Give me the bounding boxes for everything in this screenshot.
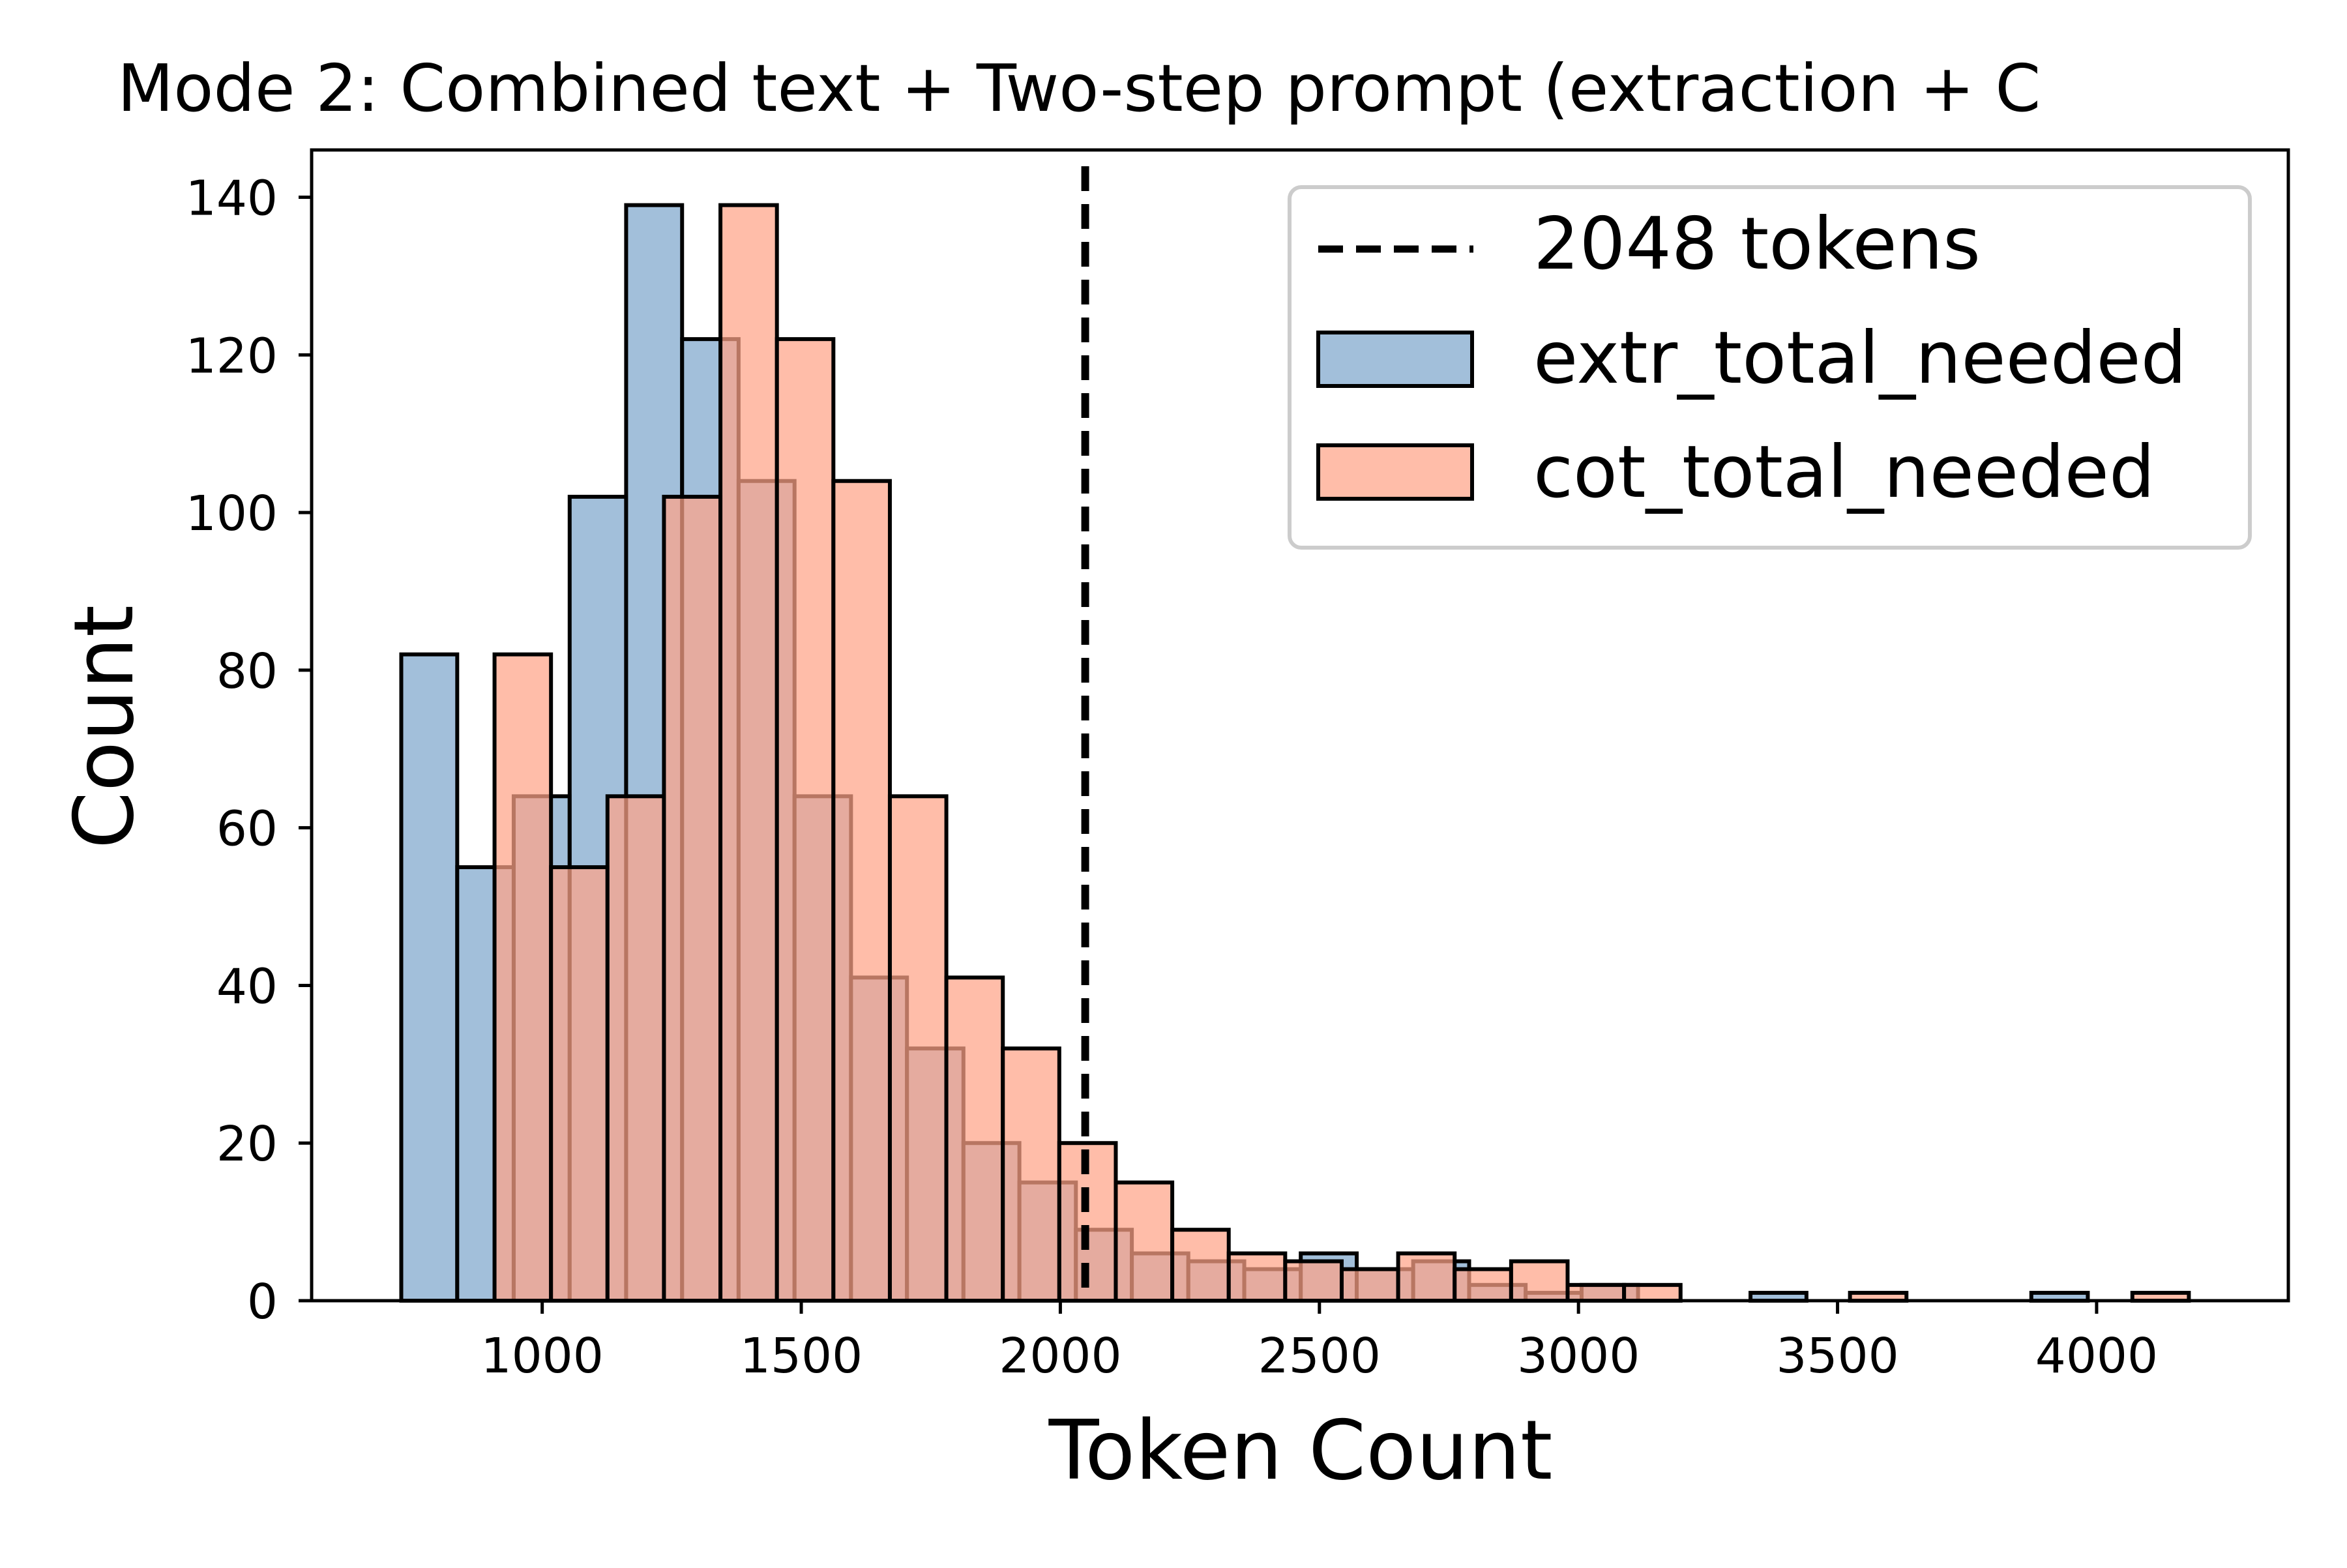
- x-tick-label-1500: 1500: [740, 1328, 863, 1384]
- bar-cot-total-needed-3: [662, 494, 723, 1303]
- x-tick-label-1000: 1000: [481, 1328, 604, 1384]
- y-tick-label-120: 120: [186, 328, 278, 384]
- x-axis-label: Token Count: [1048, 1402, 1553, 1498]
- x-tick-label-3500: 3500: [1776, 1328, 1898, 1384]
- bar-cot-total-needed-13: [1226, 1251, 1288, 1303]
- y-axis-label: Count: [56, 605, 152, 849]
- bar-cot-total-needed-8: [944, 975, 1005, 1303]
- bar-cot-total-needed-12: [1170, 1228, 1231, 1303]
- bar-cot-total-needed-18: [1509, 1259, 1570, 1303]
- x-tick-label-2500: 2500: [1258, 1328, 1381, 1384]
- legend-label-cot-total-needed: cot_total_needed: [1533, 430, 2155, 514]
- y-tick-label-60: 60: [216, 801, 278, 857]
- bar-cot-total-needed-16: [1396, 1251, 1457, 1303]
- x-tick-label-2000: 2000: [999, 1328, 1121, 1384]
- y-tick-label-0: 0: [247, 1274, 278, 1330]
- chart-title: Mode 2: Combined text + Two-step prompt …: [117, 50, 2041, 126]
- bar-cot-total-needed-11: [1114, 1180, 1175, 1303]
- x-tick-label-4000: 4000: [2035, 1328, 2158, 1384]
- bar-cot-total-needed-7: [887, 794, 949, 1303]
- bar-cot-total-needed-2: [605, 794, 666, 1303]
- series-cot-total-needed: [492, 203, 2191, 1303]
- bar-cot-total-needed-0: [492, 652, 554, 1303]
- y-axis-ticks: 0 20 40 60 80 100 120 140: [186, 171, 312, 1330]
- legend-swatch-extr-total-needed: [1316, 331, 1474, 388]
- y-tick-label-140: 140: [186, 171, 278, 227]
- y-tick-label-40: 40: [216, 958, 278, 1014]
- legend-swatch-cot-total-needed: [1316, 443, 1474, 501]
- bar-cot-total-needed-15: [1339, 1267, 1400, 1303]
- y-tick-label-100: 100: [186, 486, 278, 542]
- legend-frame: [1288, 185, 2252, 550]
- bar-cot-total-needed-9: [1001, 1046, 1061, 1303]
- axes: [310, 148, 2290, 1303]
- x-axis-ticks: 1000 1500 2000 2500 3000 3500 4000: [481, 1301, 2158, 1384]
- bar-extr-total-needed-0: [399, 652, 460, 1303]
- plot-frame: [310, 148, 2290, 1303]
- bar-cot-total-needed-14: [1283, 1259, 1344, 1303]
- bar-cot-total-needed-17: [1453, 1267, 1513, 1303]
- bar-cot-total-needed-20: [1622, 1282, 1683, 1303]
- legend-label-extr-total-needed: extr_total_needed: [1533, 316, 2187, 400]
- bar-cot-total-needed-1: [549, 865, 610, 1303]
- bar-cot-total-needed-6: [831, 479, 892, 1303]
- y-tick-label-20: 20: [216, 1116, 278, 1172]
- x-tick-label-3000: 3000: [1517, 1328, 1640, 1384]
- y-tick-label-80: 80: [216, 643, 278, 700]
- bar-cot-total-needed-5: [775, 337, 836, 1303]
- legend: 2048 tokens extr_total_needed cot_total_…: [1288, 185, 2252, 550]
- bar-cot-total-needed-19: [1565, 1282, 1627, 1303]
- bar-cot-total-needed-4: [718, 203, 779, 1303]
- legend-reference-line-label: 2048 tokens: [1533, 202, 1981, 286]
